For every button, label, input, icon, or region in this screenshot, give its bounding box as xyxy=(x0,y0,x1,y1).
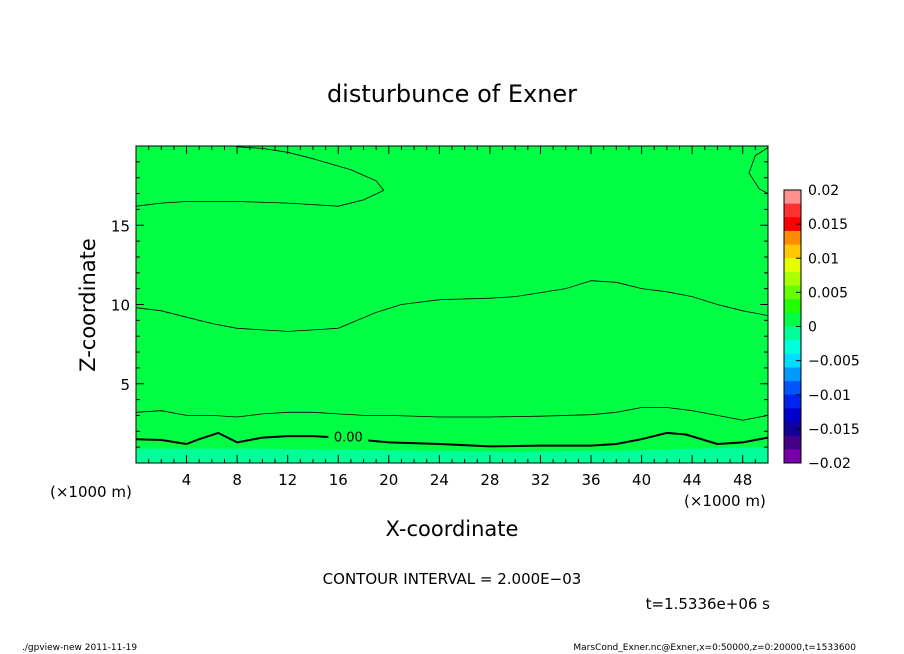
fill-region-0 xyxy=(136,447,768,463)
colorbar-swatch xyxy=(784,271,801,287)
colorbar: 0.02 0.015 0.01 0.005 0 −0.005 −0.01 −0.015 −0.0… xyxy=(783,183,860,472)
x-tick-label: 4 xyxy=(182,471,192,489)
x-unit-label-right: (×1000 m) xyxy=(684,492,766,510)
colorbar-swatch xyxy=(784,435,801,450)
colorbar-swatch xyxy=(784,299,801,314)
contour-line-1 xyxy=(136,407,768,421)
colorbar-tick-label: 0.01 xyxy=(808,251,839,267)
colorbar-swatch xyxy=(784,230,801,246)
x-tick-label: 8 xyxy=(232,471,242,489)
colorbar-swatch xyxy=(784,312,801,327)
colorbar-swatch xyxy=(784,353,801,368)
colorbar-swatch xyxy=(784,449,801,464)
x-tick-label: 24 xyxy=(430,471,449,489)
y-tick-label: 10 xyxy=(111,297,130,315)
colorbar-tick-label: 0.02 xyxy=(808,183,839,199)
contour-line-3 xyxy=(136,146,385,207)
x-tick-label: 32 xyxy=(531,471,550,489)
colorbar-swatch xyxy=(784,422,801,437)
colorbar-tick-label: 0.005 xyxy=(808,285,848,301)
x-tick-label: 44 xyxy=(683,471,702,489)
colorbar-tick-label: −0.01 xyxy=(808,388,851,404)
contour-label-bg-0 xyxy=(328,428,369,444)
colorbar-tick-label: 0 xyxy=(808,320,817,336)
colorbar-swatch xyxy=(784,258,801,273)
colorbar-swatch xyxy=(784,190,801,205)
colorbar-swatch xyxy=(784,367,801,382)
contour-interval-text: CONTOUR INTERVAL = 2.000E−03 xyxy=(323,570,582,588)
y-axis: 5 10 15 xyxy=(111,145,768,464)
colorbar-swatch xyxy=(784,326,801,341)
colorbar-tick-label: −0.005 xyxy=(808,354,860,370)
time-text: t=1.5336e+06 s xyxy=(646,595,771,613)
colorbar-swatch xyxy=(784,285,801,300)
x-tick-label: 40 xyxy=(632,471,651,489)
x-axis-title: X-coordinate xyxy=(386,517,519,541)
colorbar-swatch xyxy=(784,244,801,259)
x-tick-label: 36 xyxy=(581,471,600,489)
colorbar-swatch xyxy=(784,381,801,396)
y-tick-label: 15 xyxy=(111,217,130,235)
x-tick-label: 28 xyxy=(480,471,499,489)
colorbar-swatch xyxy=(784,408,801,423)
fill-region-2 xyxy=(350,361,667,397)
colorbar-swatch xyxy=(784,203,801,218)
colorbar-swatch xyxy=(784,217,801,232)
fill-region-1 xyxy=(136,341,301,397)
filled-contours xyxy=(136,341,768,463)
contour-line-2 xyxy=(136,280,768,332)
x-tick-label: 48 xyxy=(733,471,752,489)
x-tick-label: 20 xyxy=(379,471,398,489)
contour-labels: 0.00 xyxy=(328,428,369,446)
y-axis-title: Z-coordinate xyxy=(76,238,100,372)
x-unit-label-left: (×1000 m) xyxy=(50,483,132,501)
contour-label-0: 0.00 xyxy=(334,431,363,446)
colorbar-tick-label: −0.015 xyxy=(808,422,860,438)
plot-background xyxy=(136,146,768,463)
x-tick-label: 12 xyxy=(278,471,297,489)
colorbar-tick-label: −0.02 xyxy=(808,456,851,472)
plot-area: 0.00 xyxy=(135,145,769,464)
contour-lines xyxy=(136,146,768,448)
contour-line-0 xyxy=(136,431,768,448)
footer-right-text: MarsCond_Exner.nc@Exner,x=0:50000,z=0:20… xyxy=(573,643,856,653)
contour-line-4 xyxy=(748,147,768,194)
x-tick-label: 16 xyxy=(329,471,348,489)
footer-left-text: ./gpview-new 2011-11-19 xyxy=(22,643,138,653)
colorbar-tick-label: 0.015 xyxy=(808,217,848,233)
colorbar-swatch xyxy=(784,394,801,409)
x-axis: 4 8 12 16 20 24 28 32 36 40 44 48 xyxy=(135,146,769,489)
colorbar-swatch xyxy=(784,340,801,355)
chart-title: disturbunce of Exner xyxy=(327,80,577,108)
y-tick-label: 5 xyxy=(120,376,130,394)
